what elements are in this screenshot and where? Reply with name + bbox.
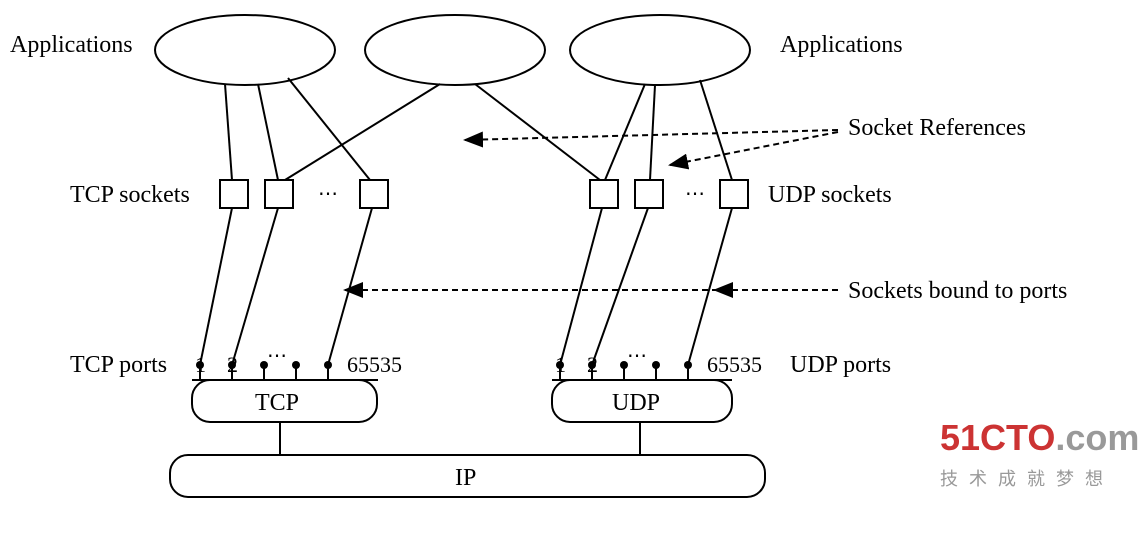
edge-app-socket [605,84,645,180]
dashed-arrow-socket-ref-2 [670,132,838,165]
edge-app-socket [285,84,440,180]
udp-socket-ellipsis: ⋯ [685,183,705,205]
tcp-sockets-label: TCP sockets [70,182,190,208]
sockets-bound-label: Sockets bound to ports [848,278,1067,304]
edge-app-socket [700,80,732,180]
edge-socket-port [688,208,732,365]
tcp-ports-label: TCP ports [70,352,167,378]
tcp-socket-box [265,180,293,208]
udp-box-label: UDP [612,390,660,416]
edge-app-socket [258,84,278,180]
socket-references-label: Socket References [848,115,1026,141]
edge-socket-port [232,208,278,365]
watermark-sub: 技 术 成 就 梦 想 [940,469,1106,489]
udp-ports-label: UDP ports [790,352,891,378]
tcp-socket-ellipsis: ⋯ [318,183,338,205]
ip-box-label: IP [455,465,476,491]
applications-left-label: Applications [10,32,133,58]
edge-socket-port [328,208,372,365]
udp-socket-box [720,180,748,208]
edge-app-socket [288,78,370,180]
edge-app-socket [225,84,232,180]
udp-port-max: 65535 [707,352,762,377]
tcp-socket-box [220,180,248,208]
tcp-port-2: 2 [227,352,238,377]
app-ellipse-1 [155,15,335,85]
tcp-box-label: TCP [255,390,299,416]
watermark-51cto: 51CTO.com [940,417,1139,458]
applications-right-label: Applications [780,32,903,58]
edge-app-socket [475,84,600,180]
edge-socket-port [560,208,602,365]
udp-sockets-label: UDP sockets [768,182,892,208]
tcp-port-max: 65535 [347,352,402,377]
edge-socket-port [592,208,648,365]
edge-app-socket [650,85,655,180]
edge-socket-port [200,208,232,365]
tcp-port-ellipsis: ⋯ [267,345,287,367]
udp-socket-box [635,180,663,208]
udp-port-1: 1 [555,352,566,377]
tcp-socket-box [360,180,388,208]
udp-socket-box [590,180,618,208]
udp-port-ellipsis: ⋯ [627,345,647,367]
app-ellipse-2 [365,15,545,85]
udp-port-2: 2 [587,352,598,377]
app-ellipse-3 [570,15,750,85]
tcp-port-1: 1 [195,352,206,377]
